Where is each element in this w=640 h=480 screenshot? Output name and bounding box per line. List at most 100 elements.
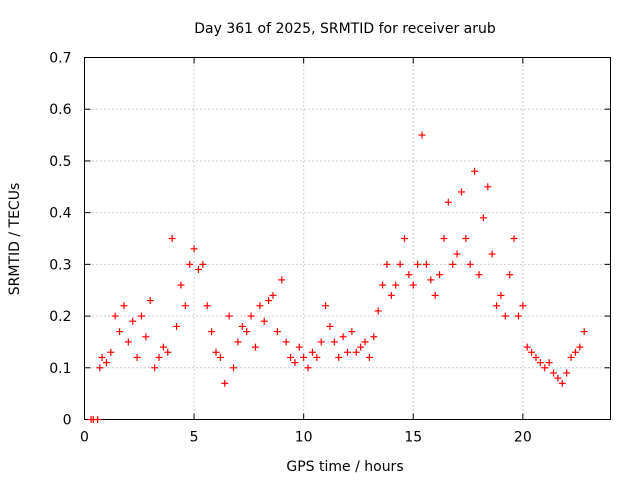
data-point [142, 333, 150, 341]
data-point [506, 271, 514, 279]
y-tick-label: 0.1 [49, 361, 71, 377]
data-point [453, 250, 461, 258]
data-point [479, 214, 487, 222]
data-point [365, 353, 373, 361]
data-point [173, 322, 181, 330]
data-point [269, 291, 277, 299]
data-point [137, 312, 145, 320]
data-point [308, 348, 316, 356]
y-tick-label: 0.4 [49, 206, 71, 222]
y-tick-label: 0.7 [49, 51, 71, 67]
data-point [247, 312, 255, 320]
data-point [374, 307, 382, 315]
data-point [186, 260, 194, 268]
data-point [449, 260, 457, 268]
data-point [523, 343, 531, 351]
data-point [344, 348, 351, 356]
data-point [497, 291, 505, 299]
data-point [558, 379, 566, 387]
data-point [514, 312, 522, 320]
data-point [541, 364, 549, 372]
data-point [462, 235, 470, 242]
data-point [370, 333, 378, 341]
data-point [488, 250, 496, 258]
data-point [278, 276, 286, 284]
data-point [208, 328, 216, 336]
data-point [550, 369, 558, 377]
data-point [133, 353, 141, 361]
data-point [457, 188, 465, 196]
data-point [256, 302, 264, 310]
data-point [129, 317, 137, 325]
chart-title: Day 361 of 2025, SRMTID for receiver aru… [194, 21, 496, 37]
data-point [216, 353, 224, 361]
data-point [151, 364, 159, 372]
x-tick-label: 5 [190, 430, 199, 446]
data-point [212, 348, 220, 356]
data-point [313, 353, 321, 361]
data-point [444, 198, 452, 206]
data-point [102, 359, 110, 367]
data-point [146, 297, 154, 305]
data-point [493, 302, 501, 310]
data-point [571, 348, 579, 356]
data-point [436, 271, 444, 279]
x-tick-labels: 0 5 10 15 20 [80, 430, 532, 446]
data-point [251, 343, 259, 351]
data-point [199, 260, 207, 268]
data-point [330, 338, 338, 346]
data-point [501, 312, 509, 320]
y-axis-label: SRMTID / TECUs [7, 183, 23, 296]
data-point [484, 183, 492, 191]
data-point [291, 359, 299, 367]
data-point [177, 281, 185, 289]
data-point [120, 302, 128, 310]
data-point [387, 291, 395, 299]
data-point [221, 379, 229, 387]
data-point [300, 353, 308, 361]
data-point [94, 416, 102, 423]
data-point [225, 312, 233, 320]
data-point [322, 302, 330, 310]
y-tick-label: 0.3 [49, 257, 71, 273]
data-point [181, 302, 189, 310]
data-point [287, 353, 295, 361]
data-point [335, 353, 343, 361]
data-point [164, 348, 172, 356]
data-point [379, 281, 387, 289]
data-point [111, 312, 119, 320]
x-tick-label: 15 [404, 430, 422, 446]
x-tick-label: 20 [514, 430, 532, 446]
data-point [528, 348, 536, 356]
data-point [194, 266, 202, 274]
x-tick-label: 0 [80, 430, 89, 446]
data-point [273, 328, 281, 336]
data-point [400, 235, 408, 242]
data-point [567, 353, 575, 361]
data-point [383, 260, 391, 268]
data-point [282, 338, 290, 346]
data-point [471, 167, 479, 175]
data-point [427, 276, 435, 284]
data-point [545, 359, 553, 367]
data-point [580, 328, 588, 336]
data-point [396, 260, 404, 268]
data-point [510, 235, 518, 242]
x-tick-label: 10 [295, 430, 313, 446]
data-point [265, 297, 273, 305]
data-point [203, 302, 211, 310]
data-point [519, 302, 527, 310]
data-point [96, 364, 104, 372]
data-point [576, 343, 584, 351]
data-point [107, 348, 115, 356]
data-point [295, 343, 303, 351]
x-axis-label: GPS time / hours [286, 459, 403, 475]
grid-lines [84, 57, 611, 420]
data-point [422, 260, 430, 268]
data-point [260, 317, 268, 325]
data-point [98, 353, 106, 361]
data-point [168, 235, 176, 242]
data-point [405, 271, 413, 279]
data-point [392, 281, 400, 289]
